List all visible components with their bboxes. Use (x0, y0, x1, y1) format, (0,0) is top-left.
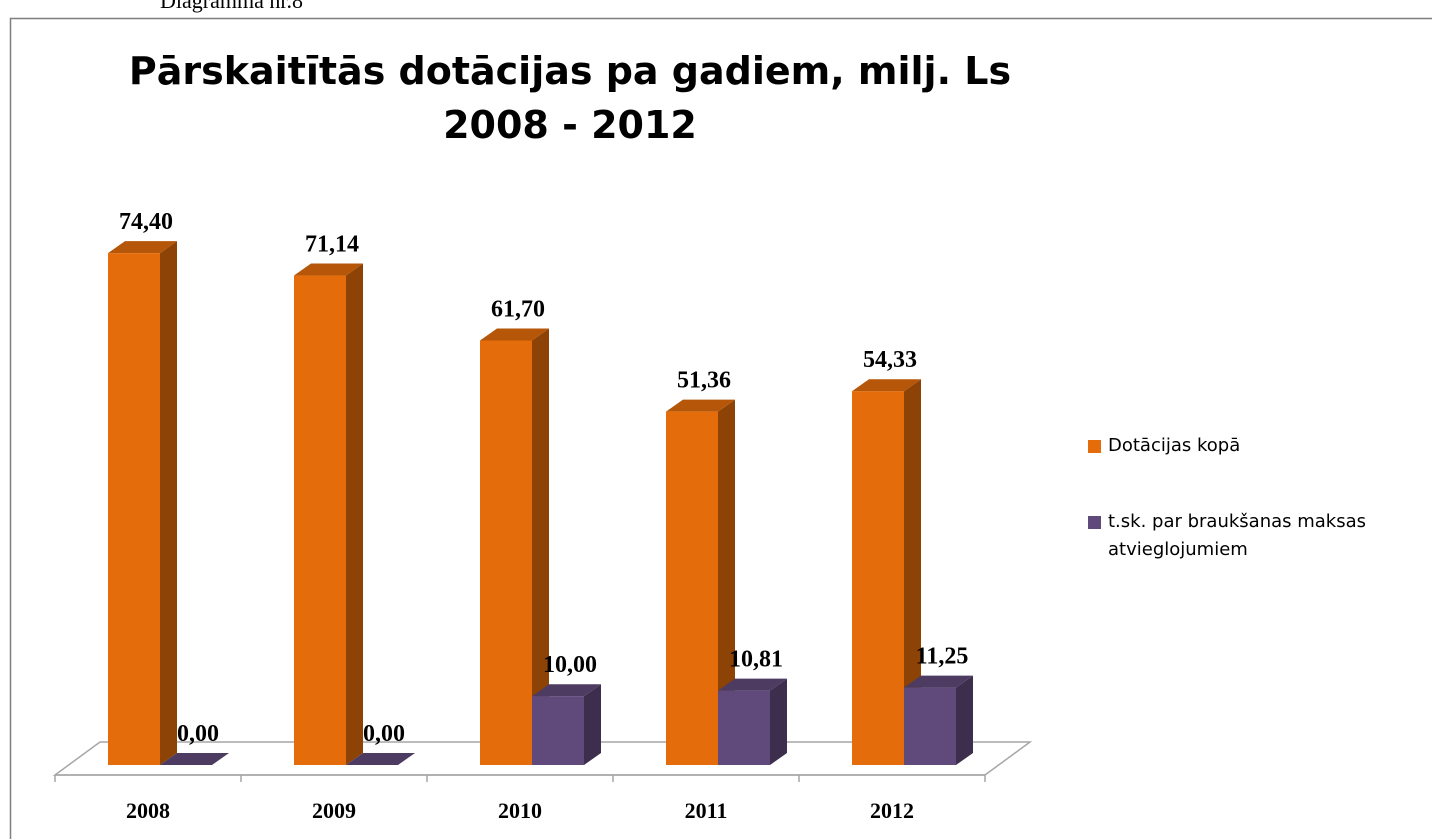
bar-front (904, 687, 956, 765)
bar (718, 678, 787, 765)
x-tick-label: 2012 (870, 798, 914, 823)
value-label: 10,00 (543, 652, 597, 678)
x-tick-label: 2009 (312, 798, 356, 823)
bar (160, 753, 229, 765)
bar-front (108, 253, 160, 766)
bar-top (718, 678, 787, 691)
bar-front (294, 275, 346, 765)
chart-subtitle: 2008 - 2012 (443, 103, 697, 147)
bar-top (666, 399, 735, 412)
chart-title: Pārskaitītās dotācijas pa gadiem, milj. … (129, 49, 1011, 93)
x-tick-label: 2008 (126, 798, 170, 823)
x-tick-label: 2010 (498, 798, 542, 823)
bar (666, 399, 735, 765)
value-label: 0,00 (177, 721, 219, 747)
bar (108, 241, 177, 766)
bar-side (956, 675, 973, 765)
caption: Diagramma nr.8 (160, 0, 303, 13)
bar-front (532, 696, 584, 765)
bar-front (480, 340, 532, 765)
bar-front (852, 391, 904, 765)
bar (346, 753, 415, 765)
legend-swatch (1088, 440, 1101, 453)
bar (480, 328, 549, 765)
bar-side (904, 379, 921, 765)
bar-top (532, 684, 601, 697)
value-label: 74,40 (119, 209, 173, 235)
bar (904, 675, 973, 765)
legend-label: t.sk. par braukšanas maksas atvieglojumi… (1108, 511, 1367, 560)
bar-front (718, 690, 770, 765)
legend-swatch (1088, 516, 1101, 529)
bar-side (346, 263, 363, 765)
chart-border (9, 17, 1432, 839)
value-label: 51,36 (677, 368, 731, 394)
value-label: 61,70 (491, 297, 545, 323)
bar-side (718, 399, 735, 765)
bar-top (294, 263, 363, 276)
bar (294, 263, 363, 765)
value-label: 54,33 (863, 347, 917, 373)
bar-top (852, 379, 921, 392)
bar-top (108, 241, 177, 254)
value-label: 10,81 (729, 647, 783, 673)
bar (852, 379, 921, 765)
value-label: 11,25 (916, 644, 969, 670)
value-label: 71,14 (305, 232, 359, 258)
bar-top (160, 753, 229, 765)
bar-side (532, 328, 549, 765)
bar (532, 684, 601, 765)
bar-top (480, 328, 549, 341)
value-label: 0,00 (363, 721, 405, 747)
bar-top (904, 675, 973, 688)
bar-front (666, 411, 718, 765)
x-tick-label: 2011 (685, 798, 728, 823)
bar-side (160, 241, 177, 766)
bar-side (770, 678, 787, 765)
bar-top (346, 753, 415, 765)
bar-side (584, 684, 601, 765)
legend-label: Dotācijas kopā (1108, 435, 1241, 456)
